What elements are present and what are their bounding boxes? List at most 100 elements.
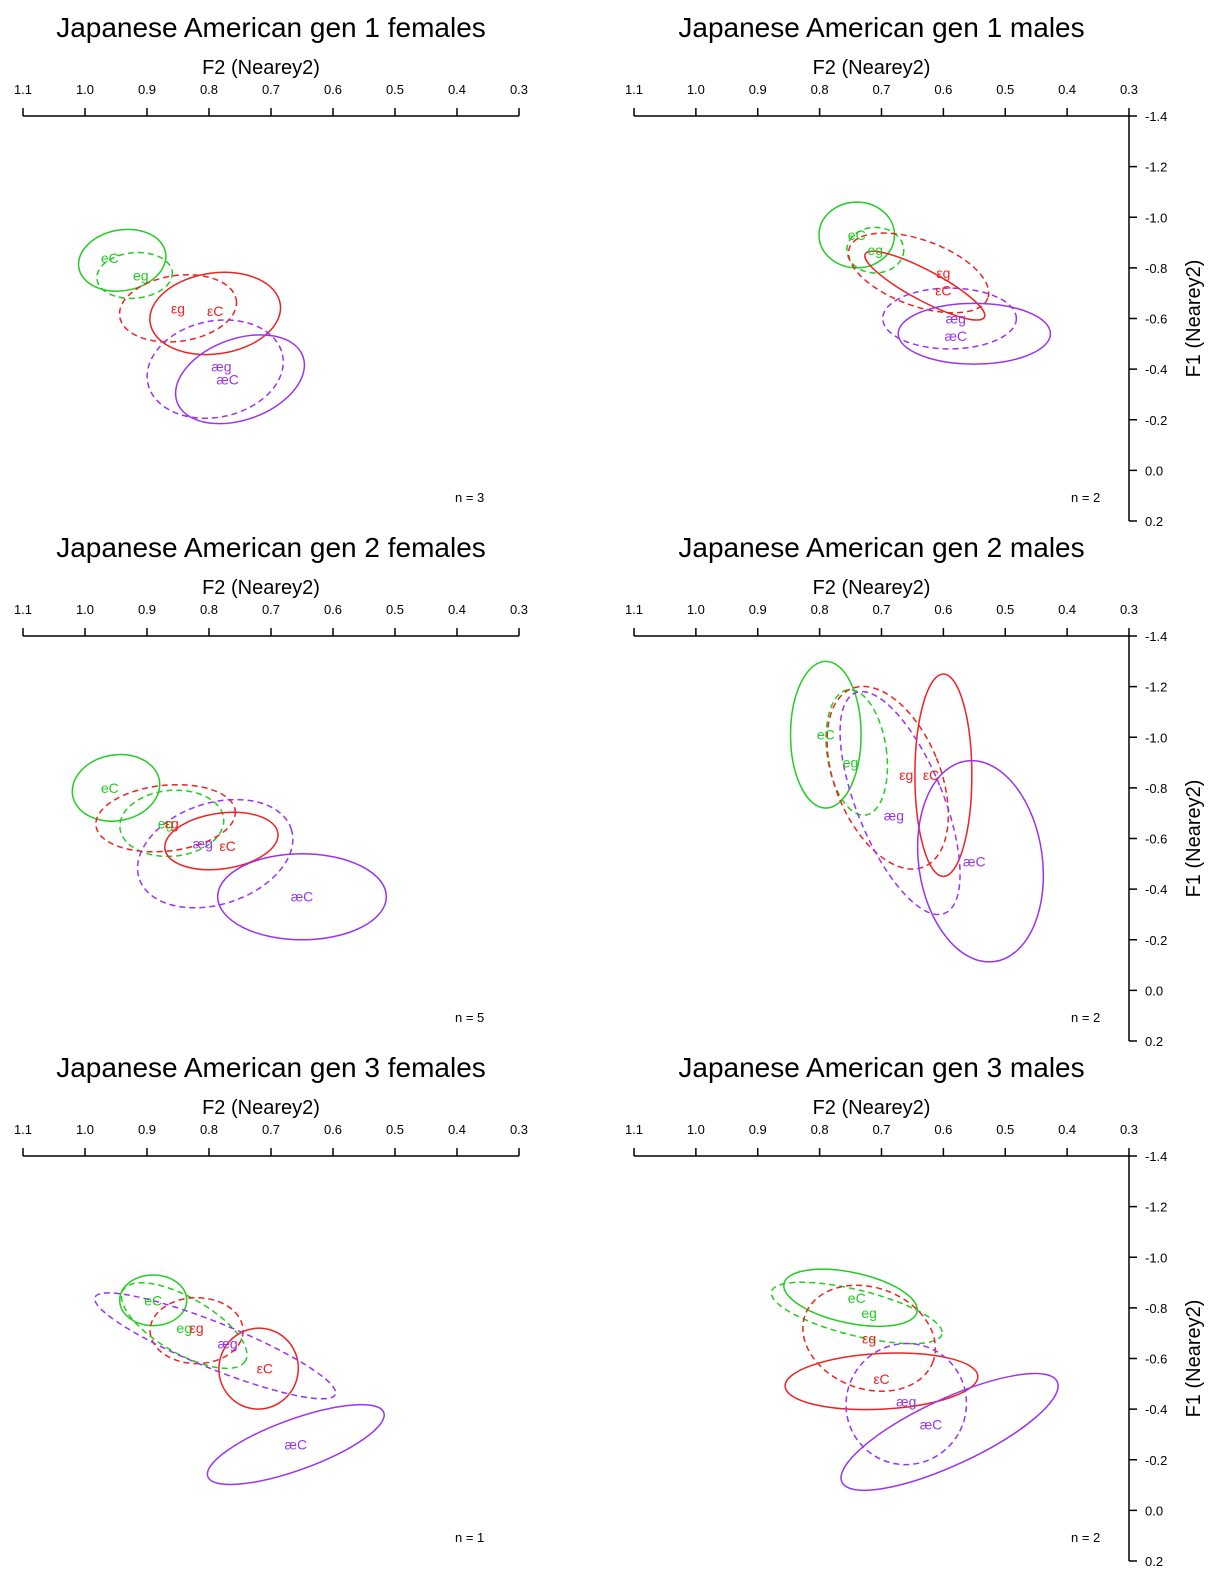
ellipse-solid-æC — [916, 759, 1045, 963]
ellipse-dashed-eg — [119, 789, 225, 858]
y-tick-label: -1.0 — [1145, 210, 1167, 225]
y-axis-label: F1 (Nearey2) — [1183, 780, 1205, 898]
x-axis-label: F2 (Nearey2) — [202, 577, 320, 599]
x-tick-label: 0.9 — [749, 1122, 767, 1137]
ellipse-solid-æC — [897, 302, 1052, 365]
y-tick-label: -1.0 — [1145, 1250, 1167, 1265]
y-tick-label: -0.2 — [1145, 1453, 1167, 1468]
x-tick-label: 0.6 — [324, 82, 342, 97]
panel-3: Japanese American gen 2 females F2 (Neare… — [14, 532, 528, 1025]
y-tick-label: -0.4 — [1145, 1402, 1167, 1417]
vowel-label: εC — [873, 1371, 889, 1387]
vowel-label: eC — [817, 727, 835, 743]
ellipse-solid-eC — [118, 1274, 188, 1327]
vowel-label: æC — [291, 889, 314, 905]
vowel-label: æC — [944, 328, 967, 344]
x-tick-label: 0.4 — [448, 602, 466, 617]
x-tick-label: 1.1 — [625, 602, 643, 617]
vowel-label: eC — [848, 227, 866, 243]
x-axis-label: F2 (Nearey2) — [202, 57, 320, 79]
x-tick-label: 0.3 — [1120, 1122, 1138, 1137]
x-tick-label: 0.8 — [200, 602, 218, 617]
y-tick-label: -1.2 — [1145, 680, 1167, 695]
sample-size-note: n = 5 — [455, 1010, 484, 1025]
vowel-label: eg — [843, 755, 859, 771]
panel-2: Japanese American gen 1 males F2 (Nearey2… — [625, 12, 1205, 529]
x-tick-label: 0.4 — [1058, 602, 1076, 617]
x-tick-label: 1.1 — [625, 1122, 643, 1137]
ellipse-solid-eC — [77, 228, 167, 292]
vowel-label: æg — [211, 359, 231, 375]
x-tick-label: 0.3 — [1120, 602, 1138, 617]
x-tick-label: 0.6 — [934, 82, 952, 97]
ellipse-dashed-εg — [118, 274, 238, 343]
y-tick-label: -0.8 — [1145, 781, 1167, 796]
x-tick-label: 0.5 — [996, 602, 1014, 617]
y-tick-label: -1.2 — [1145, 1200, 1167, 1215]
x-tick-label: 0.3 — [510, 82, 528, 97]
y-tick-label: 0.0 — [1145, 1503, 1163, 1518]
x-tick-label: 0.8 — [200, 1122, 218, 1137]
y-tick-label: 0.2 — [1145, 1034, 1163, 1049]
x-tick-label: 0.9 — [138, 82, 156, 97]
x-tick-label: 0.8 — [811, 1122, 829, 1137]
vowel-label: æg — [884, 808, 904, 824]
x-tick-label: 0.5 — [386, 82, 404, 97]
x-tick-label: 0.5 — [386, 1122, 404, 1137]
x-tick-label: 0.7 — [262, 82, 280, 97]
y-tick-label: -0.2 — [1145, 413, 1167, 428]
vowel-label: εg — [899, 767, 913, 783]
ellipse-solid-æC — [840, 1372, 1059, 1492]
panel-1: Japanese American gen 1 females F2 (Neare… — [14, 12, 528, 505]
ellipse-solid-εC — [218, 1327, 300, 1410]
y-tick-label: -0.6 — [1145, 312, 1167, 327]
x-tick-label: 0.5 — [996, 1122, 1014, 1137]
y-tick-label: 0.0 — [1145, 983, 1163, 998]
vowel-label: æC — [963, 853, 986, 869]
x-axis-label: F2 (Nearey2) — [813, 57, 931, 79]
panel-4: Japanese American gen 2 males F2 (Nearey2… — [625, 532, 1205, 1049]
ellipse-solid-eC — [818, 201, 896, 269]
x-tick-label: 0.7 — [872, 82, 890, 97]
y-tick-label: -0.6 — [1145, 1352, 1167, 1367]
y-tick-label: -0.6 — [1145, 832, 1167, 847]
y-tick-label: 0.0 — [1145, 463, 1163, 478]
x-tick-label: 0.4 — [448, 82, 466, 97]
x-tick-label: 0.7 — [872, 602, 890, 617]
ellipse-dashed-εg — [95, 783, 237, 853]
ellipse-dashed-æg — [94, 1292, 337, 1400]
vowel-label: æg — [217, 1335, 237, 1351]
ellipse-solid-æC — [216, 852, 388, 941]
vowel-label: æg — [193, 836, 213, 852]
ellipse-dashed-εg — [826, 685, 950, 870]
x-tick-label: 1.0 — [687, 1122, 705, 1137]
x-tick-label: 0.4 — [1058, 82, 1076, 97]
x-tick-label: 1.0 — [687, 82, 705, 97]
x-tick-label: 0.9 — [138, 602, 156, 617]
ellipse-solid-æC — [174, 334, 306, 425]
y-tick-label: -0.4 — [1145, 882, 1167, 897]
ellipse-solid-εC — [864, 250, 986, 321]
y-tick-label: 0.2 — [1145, 514, 1163, 529]
sample-size-note: n = 2 — [1071, 1010, 1100, 1025]
x-tick-label: 0.5 — [996, 82, 1014, 97]
x-tick-label: 1.0 — [76, 82, 94, 97]
vowel-label: εg — [165, 815, 179, 831]
x-tick-label: 0.9 — [749, 602, 767, 617]
vowel-label: eC — [144, 1292, 162, 1308]
x-tick-label: 0.6 — [324, 602, 342, 617]
sample-size-note: n = 2 — [1071, 490, 1100, 505]
x-tick-label: 0.6 — [934, 1122, 952, 1137]
x-tick-label: 1.0 — [76, 602, 94, 617]
x-tick-label: 0.4 — [448, 1122, 466, 1137]
vowel-label: æC — [285, 1437, 308, 1453]
ellipse-dashed-εg — [802, 1284, 937, 1392]
y-axis-label: F1 (Nearey2) — [1183, 260, 1205, 378]
x-tick-label: 1.0 — [76, 1122, 94, 1137]
ellipse-solid-eC — [789, 660, 862, 809]
ellipse-dashed-æg — [136, 798, 294, 909]
ellipse-dashed-æg — [839, 690, 961, 916]
x-tick-label: 1.1 — [14, 602, 32, 617]
ellipse-dashed-εg — [847, 232, 990, 314]
x-axis-label: F2 (Nearey2) — [813, 577, 931, 599]
